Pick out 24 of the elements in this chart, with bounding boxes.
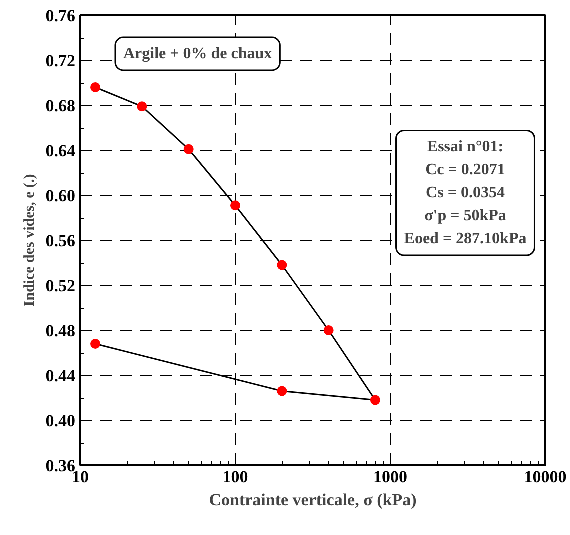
- point: [277, 260, 288, 270]
- y-tick-label: 0.56: [46, 232, 76, 250]
- y-tick-label: 0.72: [46, 52, 76, 70]
- point: [90, 82, 101, 92]
- point: [137, 102, 148, 112]
- x-tick-label: 100: [222, 468, 248, 486]
- y-tick-label: 0.68: [46, 96, 76, 116]
- y-axis-title: Indice des vides, e (.): [22, 174, 38, 307]
- annotation: Essai n°01: Cc = 0.2071 Cs = 0.0354 σ'p = 50kPa Eoed = 287.10kPa: [404, 138, 527, 248]
- point: [370, 395, 380, 406]
- y-tick-label: 0.64: [46, 142, 76, 160]
- y-tick-label: 0.76: [46, 6, 76, 26]
- point: [230, 200, 240, 211]
- y-tick-label: 0.48: [46, 322, 76, 340]
- x-axis-title: Contrainte verticale, σ (kPa): [209, 490, 417, 510]
- annotation: Argile + 0% de chaux: [124, 46, 272, 62]
- point: [324, 326, 334, 336]
- point: [184, 144, 194, 154]
- y-tick-label: 0.44: [46, 366, 76, 386]
- y-tick-label: 0.40: [46, 412, 76, 430]
- x-tick-label: 10000: [524, 468, 567, 486]
- y-tick-label: 0.52: [46, 276, 76, 296]
- y-tick-label: 0.60: [46, 186, 76, 206]
- x-tick-label: 1000: [374, 468, 408, 486]
